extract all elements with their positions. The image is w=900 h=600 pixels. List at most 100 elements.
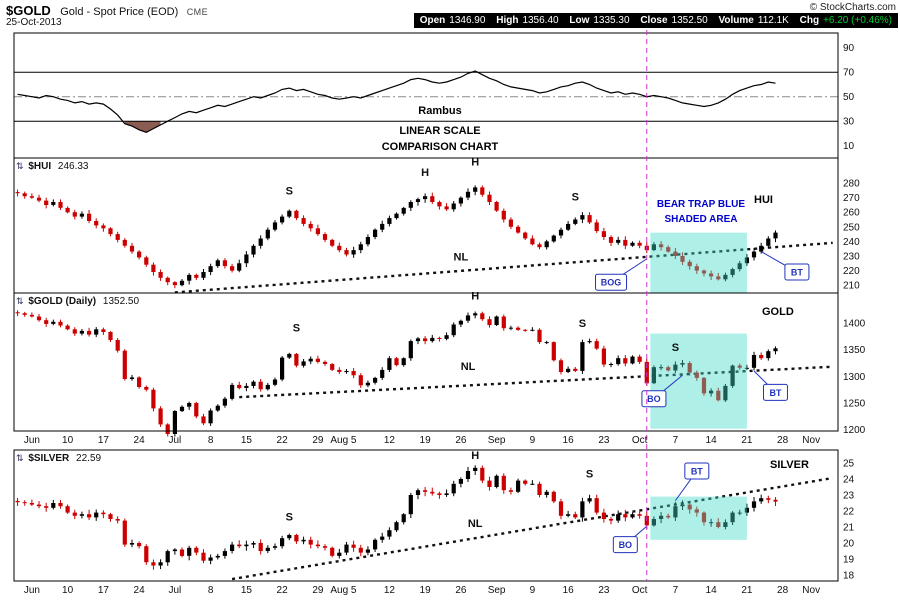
candle-body <box>530 483 535 485</box>
candle-body <box>230 266 235 271</box>
candle-body <box>179 406 185 412</box>
callout-bo: BO <box>641 374 683 408</box>
candle-body <box>322 361 328 364</box>
candle-body <box>115 234 120 240</box>
candle-body <box>101 329 106 332</box>
candle-body <box>387 358 392 370</box>
candle-body <box>122 520 127 545</box>
candle-body <box>608 364 614 365</box>
x-tick-label: 5 <box>351 585 357 596</box>
candle-body <box>444 493 449 495</box>
candle-body <box>487 319 492 326</box>
candle-body <box>337 552 342 556</box>
candle-body <box>637 356 642 362</box>
y-tick-label: 1300 <box>843 372 866 383</box>
candle-body <box>516 226 521 233</box>
candle-body <box>158 408 163 425</box>
candle-body <box>759 355 764 359</box>
candle-body <box>251 245 256 255</box>
candle-body <box>187 403 192 407</box>
x-axes: Jun 10 17 24 Jul 8 15 22 29 Aug 5 12 19 26 Sep 9 16 23 Oct… <box>24 435 820 596</box>
candle-body <box>623 514 628 518</box>
candle-body <box>744 367 749 369</box>
gold-panel: S H S S NL BO BT <box>15 290 833 437</box>
candle-body <box>272 546 278 548</box>
candle-body <box>430 196 435 202</box>
candle-body <box>51 202 56 205</box>
x-tick-label: Jun <box>24 585 40 596</box>
svg-text:BT: BT <box>769 388 781 398</box>
candle-body <box>330 547 335 556</box>
candle-body <box>251 543 256 545</box>
x-tick-label: 7 <box>673 585 679 596</box>
candle-body <box>158 272 163 278</box>
candle-body <box>594 341 599 349</box>
candle-body <box>258 238 263 246</box>
x-tick-label: 22 <box>277 435 289 446</box>
candle-body <box>637 514 642 516</box>
candle-body <box>716 276 721 280</box>
y-tick-label: 50 <box>843 92 855 103</box>
candle-body <box>444 335 449 339</box>
candle-body <box>65 325 70 330</box>
x-tick-label: 19 <box>420 435 432 446</box>
y-axes: 90 70 50 30 10 280 270 260 250 240 230 220 210 1400 13… <box>843 43 866 581</box>
y-tick-label: 23 <box>843 491 855 502</box>
copyright: © StockCharts.com <box>809 2 896 13</box>
svg-text:BO: BO <box>647 394 661 404</box>
candle-body <box>301 218 306 224</box>
candle-body <box>501 210 506 220</box>
candle-body <box>394 213 399 219</box>
open-value: 1346.90 <box>449 15 486 26</box>
x-tick-label: 14 <box>706 435 718 446</box>
candle-body <box>709 522 714 524</box>
candle-body <box>108 332 113 340</box>
candle-body <box>237 384 242 389</box>
candle-body <box>594 222 599 232</box>
chart-exchange: CME <box>186 7 209 17</box>
candle-body <box>501 475 506 491</box>
candle-body <box>651 244 656 251</box>
y-tick-label: 1200 <box>843 425 866 436</box>
candle-body <box>358 375 363 386</box>
candle-body <box>415 490 421 495</box>
x-tick-label: Aug <box>330 435 348 446</box>
candle-body <box>272 379 278 385</box>
candles <box>15 465 778 570</box>
candle-body <box>573 514 578 518</box>
candle-body <box>208 410 213 424</box>
y-tick-label: 210 <box>843 281 860 292</box>
candle-body <box>508 327 513 329</box>
candle-body <box>129 543 135 545</box>
candle-body <box>94 221 99 226</box>
y-tick-label: 280 <box>843 179 860 190</box>
x-tick-label: 24 <box>134 585 146 596</box>
candle-body <box>373 229 378 237</box>
candle-body <box>287 353 292 358</box>
candle-body <box>44 200 49 205</box>
candle-body <box>701 512 707 523</box>
candle-body <box>587 215 592 223</box>
annotation-s: S <box>579 318 586 330</box>
x-tick-label: 29 <box>312 435 324 446</box>
volume-label: Volume <box>718 15 754 26</box>
x-tick-label: Sep <box>488 585 506 596</box>
candle-body <box>730 365 735 386</box>
candle-body <box>172 411 177 434</box>
y-tick-label: 30 <box>843 117 855 128</box>
candle-body <box>129 245 135 252</box>
candle-body <box>730 512 735 523</box>
quote-bar: Open 1346.90 High 1356.40 Low 1335.30 Close… <box>413 13 898 28</box>
silver-last-value: 22.59 <box>76 453 102 464</box>
candle-body <box>44 506 49 508</box>
candle-body <box>558 501 564 516</box>
candle-body <box>208 266 213 272</box>
candle-body <box>287 535 292 539</box>
candle-body <box>573 219 578 224</box>
candle-body <box>694 372 699 378</box>
candle-body <box>358 244 363 251</box>
candle-body <box>444 206 449 210</box>
callout-bog: BOG <box>595 258 648 291</box>
annotation-s: S <box>286 512 293 524</box>
